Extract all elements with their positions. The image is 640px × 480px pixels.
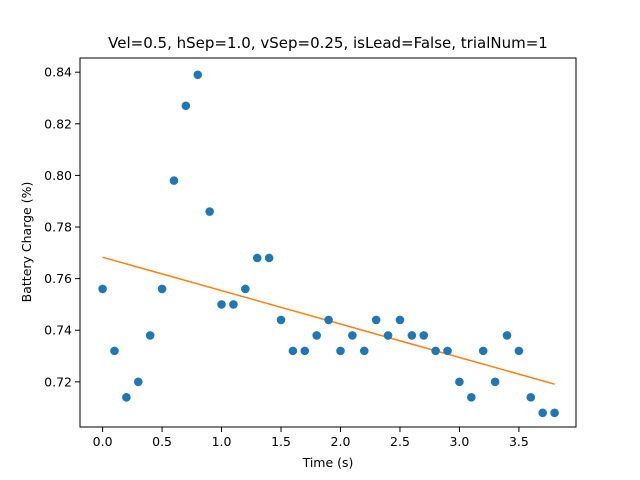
x-tick-label: 3.0: [449, 434, 469, 449]
x-tick-label: 1.5: [271, 434, 291, 449]
x-tick-label: 3.5: [509, 434, 529, 449]
data-point: [419, 331, 429, 340]
x-tick-label: 2.5: [390, 434, 410, 449]
x-axis-label: Time (s): [302, 455, 354, 470]
data-point: [407, 331, 417, 340]
data-point: [383, 331, 393, 340]
y-tick-label: 0.80: [44, 168, 72, 183]
data-point: [371, 315, 381, 325]
y-tick-label: 0.82: [44, 116, 72, 131]
data-point: [359, 346, 369, 356]
chart-title: Vel=0.5, hSep=1.0, vSep=0.25, isLead=Fal…: [108, 34, 548, 52]
data-point: [490, 377, 500, 387]
data-point: [252, 253, 262, 263]
data-point: [324, 315, 333, 325]
data-point: [514, 346, 524, 356]
x-tick-label: 1.0: [212, 434, 232, 449]
y-axis: 0.72 0.74 0.76 0.78 0.80 0.82 0.84: [44, 65, 80, 389]
axes-frame: [79, 57, 577, 428]
data-point: [526, 393, 536, 402]
data-point: [145, 331, 155, 340]
data-point: [98, 284, 107, 294]
y-axis-label: Battery Charge (%): [19, 182, 34, 303]
data-point: [193, 70, 203, 80]
data-point: [300, 346, 310, 356]
data-point: [217, 300, 226, 309]
data-point: [431, 346, 440, 356]
data-point: [110, 346, 119, 356]
data-point: [538, 408, 547, 418]
data-point: [229, 300, 238, 309]
data-point: [122, 393, 131, 402]
x-tick-label: 0.5: [152, 434, 172, 449]
y-tick-label: 0.76: [44, 271, 72, 286]
data-point: [312, 331, 322, 340]
y-tick-label: 0.78: [44, 220, 72, 235]
data-point: [443, 346, 452, 356]
data-point: [336, 346, 345, 356]
y-tick-label: 0.72: [44, 374, 72, 389]
data-point: [133, 377, 143, 387]
x-axis: 0.0 0.5 1.0 1.5 2.0 2.5 3.0 3.5: [93, 427, 529, 449]
data-point: [241, 284, 250, 294]
plot-area: [98, 70, 559, 418]
data-point: [348, 331, 357, 340]
data-point: [550, 408, 559, 418]
data-point: [169, 176, 179, 185]
data-point: [264, 253, 274, 263]
data-point: [395, 315, 405, 325]
data-point: [205, 207, 214, 216]
data-point: [478, 346, 488, 356]
data-point: [276, 315, 286, 325]
data-point: [467, 393, 476, 402]
y-tick-label: 0.74: [44, 323, 72, 338]
data-point: [157, 284, 167, 294]
x-tick-label: 2.0: [331, 434, 351, 449]
x-tick-label: 0.0: [93, 434, 113, 449]
y-tick-label: 0.84: [44, 65, 72, 80]
data-point: [455, 377, 464, 387]
data-point: [288, 346, 298, 356]
data-point: [502, 331, 512, 340]
data-point: [181, 101, 191, 111]
